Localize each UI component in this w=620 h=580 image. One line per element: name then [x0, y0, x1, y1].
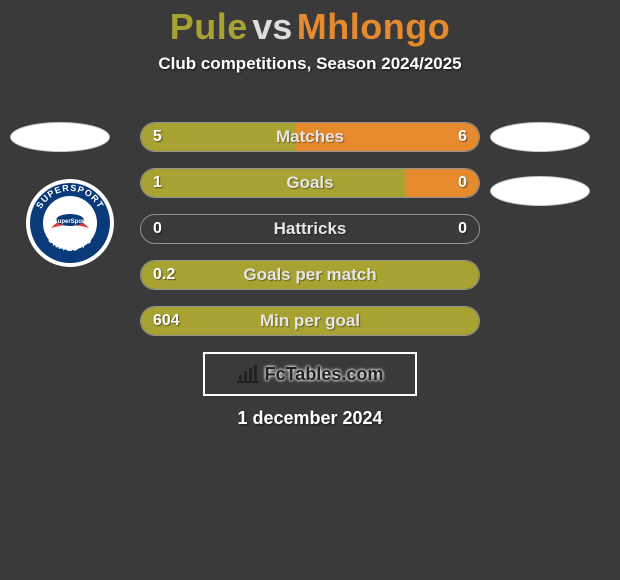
stat-bar-right: [295, 123, 479, 151]
badge-inner-text: SuperSport: [54, 219, 87, 225]
footer-date: 1 december 2024: [0, 408, 620, 429]
stat-value-right: 0: [458, 215, 467, 243]
stat-row: 604Min per goal: [140, 306, 480, 336]
player-right-avatar: [490, 122, 590, 152]
stat-value-left: 5: [153, 123, 162, 151]
stat-value-left: 1: [153, 169, 162, 197]
stat-bar-left: [141, 307, 479, 335]
vs-label: vs: [252, 6, 292, 47]
player-left-avatar: [10, 122, 110, 152]
bar-chart-icon: [237, 365, 259, 383]
player-right-name: Mhlongo: [297, 6, 450, 47]
brand-box[interactable]: FcTables.com: [203, 352, 417, 396]
brand-text: FcTables.com: [265, 364, 384, 385]
stat-row: 0 0Hattricks: [140, 214, 480, 244]
stat-row: 0.2Goals per match: [140, 260, 480, 290]
stat-value-left: 0.2: [153, 261, 175, 289]
stat-bar-left: [141, 169, 405, 197]
stat-value-left: 604: [153, 307, 180, 335]
stat-bar-right: [405, 169, 479, 197]
stat-row: 56Matches: [140, 122, 480, 152]
stats-area: 56Matches10Goals00Hattricks0.2Goals per …: [140, 122, 480, 352]
player-left-name: Pule: [170, 6, 248, 47]
stat-label: Hattricks: [141, 215, 479, 243]
stat-value-left: 0: [153, 215, 162, 243]
stat-row: 10Goals: [140, 168, 480, 198]
club-right-badge: [490, 176, 590, 206]
stat-bar-left: [141, 261, 479, 289]
stat-value-right: 6: [458, 123, 467, 151]
stat-value-right: 0: [458, 169, 467, 197]
subtitle: Club competitions, Season 2024/2025: [0, 54, 620, 74]
club-left-badge: SUPERSPORT UNITED FC SuperSport: [25, 178, 115, 268]
stat-bar-left: [141, 123, 295, 151]
